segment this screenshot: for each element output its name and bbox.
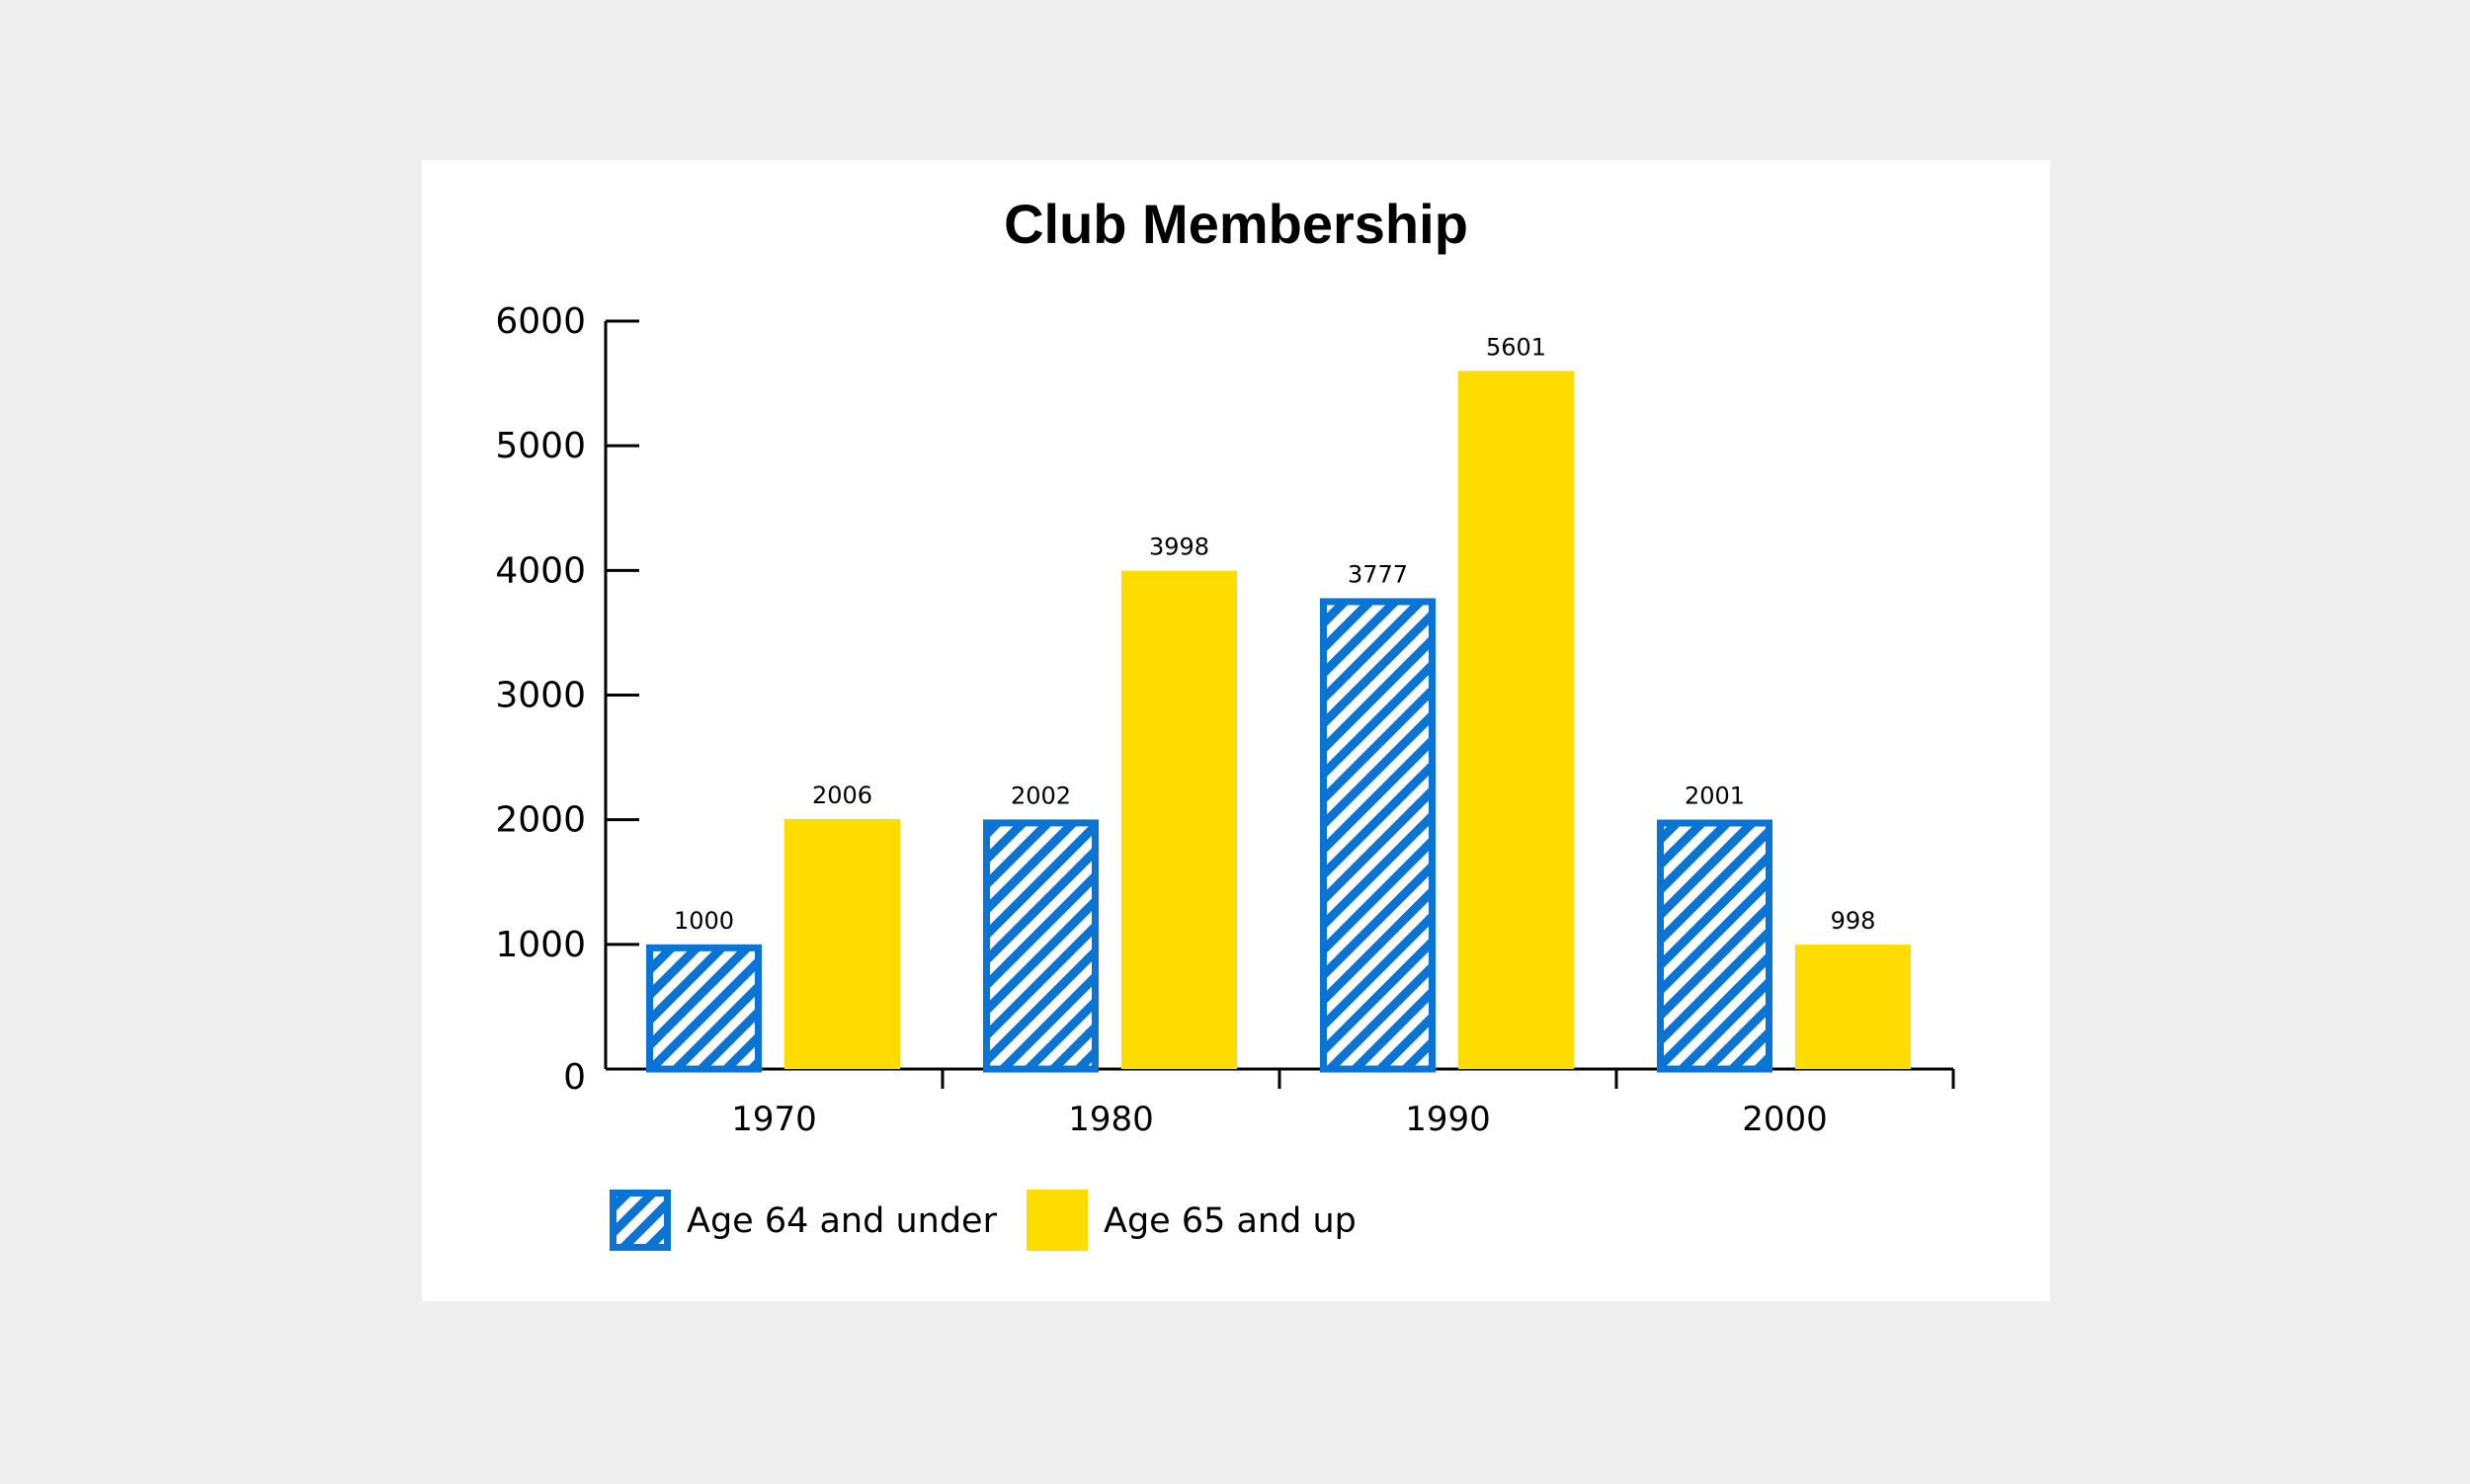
y-tick-label: 1000	[495, 925, 586, 965]
data-label: 5601	[1486, 333, 1546, 361]
x-category-label: 1990	[1405, 1100, 1491, 1139]
y-tick-label: 6000	[495, 301, 586, 342]
y-tick-label: 2000	[495, 800, 586, 841]
legend-label: Age 65 and up	[1104, 1201, 1357, 1241]
bars: 1000 2006 2002 3998 3777 5601 2001 998	[646, 333, 1911, 1073]
data-label: 998	[1831, 907, 1876, 935]
legend: Age 64 and under Age 65 and up	[610, 1190, 1357, 1251]
x-category-label: 2000	[1742, 1100, 1828, 1139]
y-tick-label: 5000	[495, 426, 586, 466]
y-tick-label: 3000	[495, 676, 586, 716]
x-category-label: 1970	[731, 1100, 817, 1139]
bar-age-64-and-under	[983, 819, 1099, 1073]
bar-chart: 0 1000 2000 3000 4000 5000 6000 1970 1980 1990 200…	[495, 301, 1955, 1251]
data-label: 2002	[1011, 782, 1071, 809]
bar-age-65-and-up	[1121, 570, 1237, 1069]
data-label: 3777	[1348, 560, 1408, 588]
y-tick-label: 0	[563, 1057, 586, 1098]
data-label: 3998	[1149, 534, 1209, 561]
bar-age-64-and-under	[1320, 598, 1436, 1073]
chart-title: Club Membership	[1004, 193, 1468, 255]
data-label: 1000	[674, 907, 734, 935]
data-label: 2006	[812, 782, 872, 809]
bar-age-65-and-up	[1458, 371, 1574, 1069]
bar-age-64-and-under	[646, 944, 762, 1073]
legend-swatch-age-65-and-up	[1027, 1190, 1088, 1251]
legend-label: Age 64 and under	[687, 1201, 998, 1241]
x-category-label: 1980	[1068, 1100, 1154, 1139]
chart-card: Club Membership 0 1000 2000 3000 4000 5000 600…	[422, 160, 2050, 1301]
bar-age-65-and-up	[1795, 945, 1911, 1069]
bar-age-64-and-under	[1657, 819, 1772, 1073]
y-tick-label: 4000	[495, 550, 586, 591]
bar-age-65-and-up	[784, 818, 900, 1069]
axes: 0 1000 2000 3000 4000 5000 6000 1970 1980 1990 200…	[495, 301, 1955, 1139]
data-label: 2001	[1685, 783, 1745, 810]
legend-swatch-age-64-and-under	[610, 1190, 671, 1251]
